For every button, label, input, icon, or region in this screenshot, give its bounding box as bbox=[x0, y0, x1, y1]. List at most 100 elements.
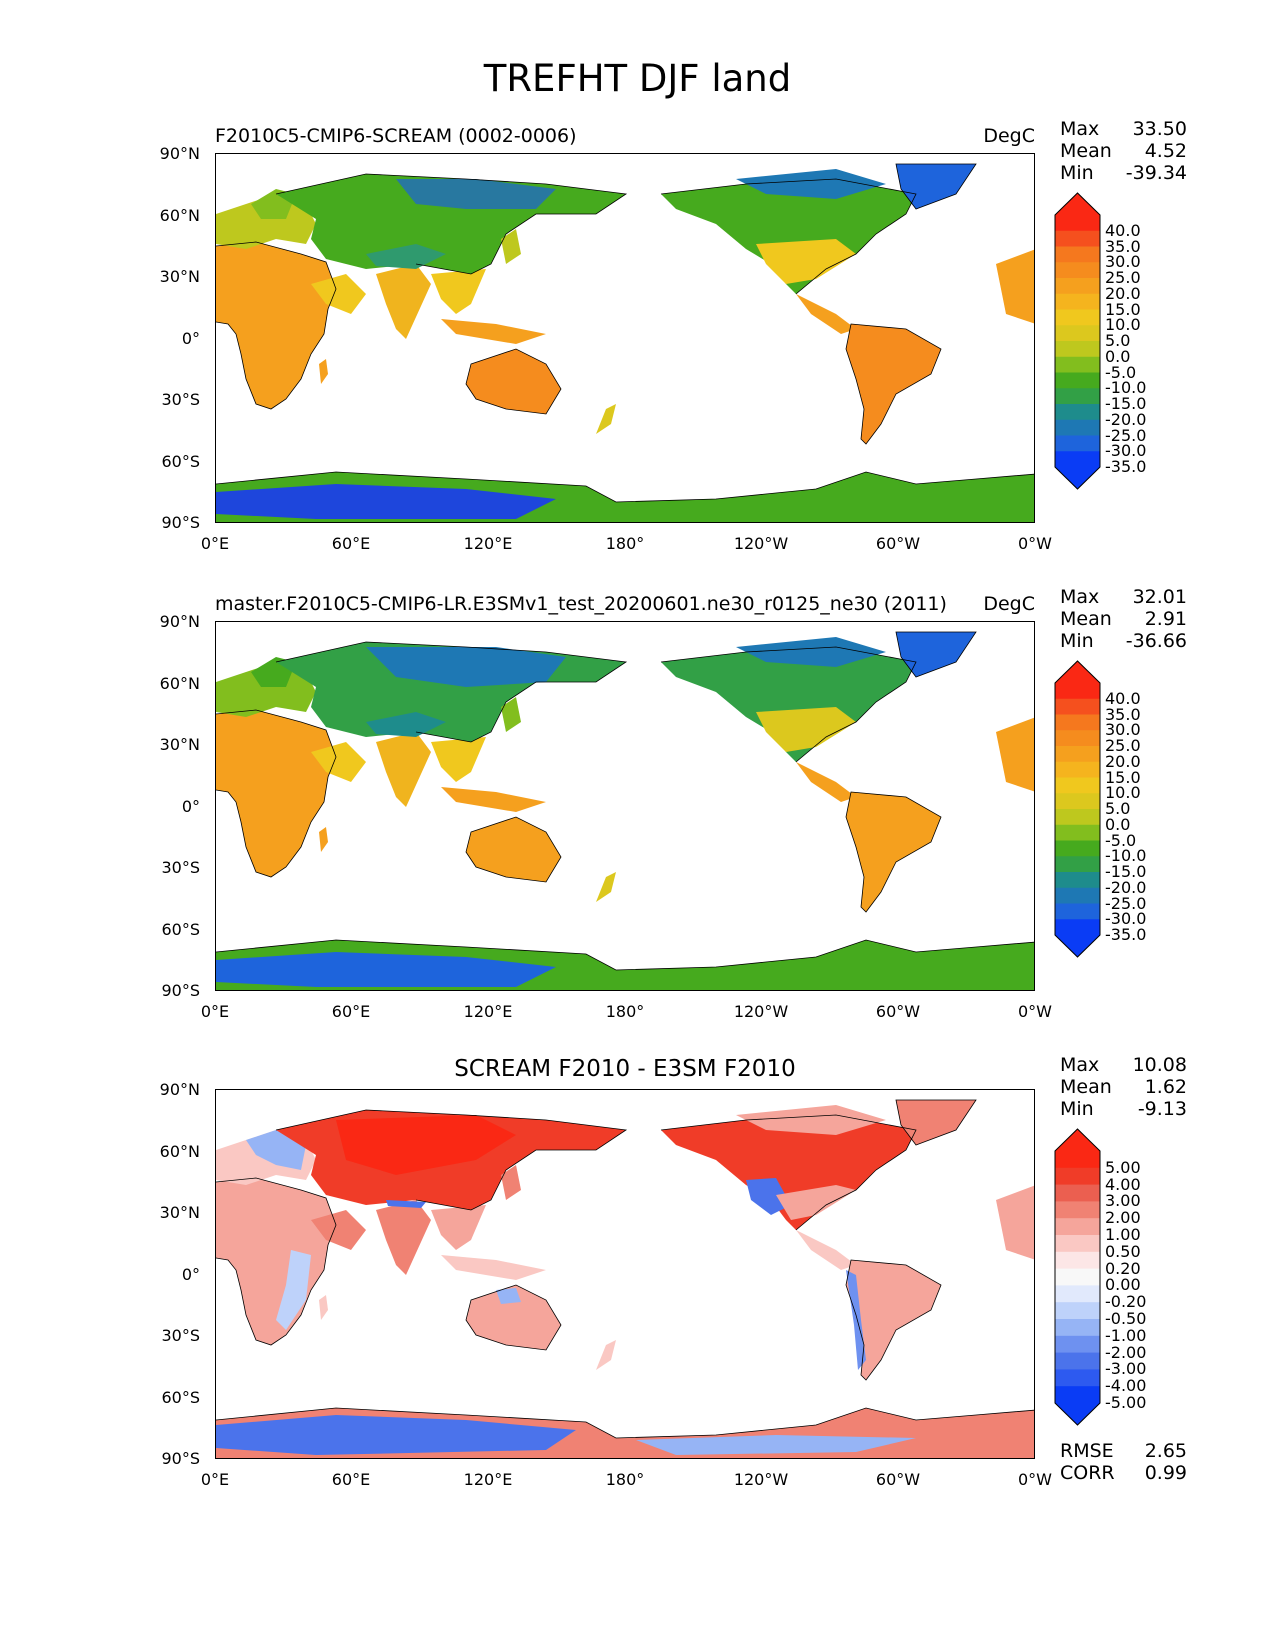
lon-tick: 0°W bbox=[1018, 1002, 1052, 1021]
colorbar-tick-label: 1.00 bbox=[1105, 1225, 1141, 1244]
colorbar-swatch bbox=[1055, 1218, 1100, 1236]
africa-land bbox=[216, 1178, 336, 1345]
siberia-cold bbox=[366, 647, 566, 687]
lat-tick: 90°N bbox=[159, 612, 200, 631]
lat-tick: 30°N bbox=[159, 267, 200, 286]
colorbar-extend-min bbox=[1055, 935, 1100, 957]
colorbar-tick-label: -35.0 bbox=[1105, 457, 1147, 476]
west-africa-edge bbox=[996, 717, 1034, 792]
colorbar-outline bbox=[1054, 660, 1101, 958]
stat-corr: CORR 0.99 bbox=[1060, 1462, 1187, 1484]
colorbar-tick-label: 35.0 bbox=[1105, 236, 1141, 256]
stat-mean: Mean 4.52 bbox=[1060, 140, 1187, 162]
colorbar-tick-label: 0.0 bbox=[1105, 346, 1131, 366]
colorbar-tick-label: -30.0 bbox=[1105, 909, 1147, 929]
lat-tick: 60°N bbox=[159, 674, 200, 693]
colorbar-swatch bbox=[1055, 372, 1100, 389]
lon-tick: 120°W bbox=[733, 534, 789, 553]
coastline-layer bbox=[216, 163, 1034, 503]
colorbar-swatch bbox=[1055, 1235, 1100, 1253]
colorbar-swatch bbox=[1055, 746, 1100, 763]
colorbar-extend-max bbox=[1055, 193, 1100, 215]
north-america-land bbox=[661, 179, 916, 294]
indonesia-land bbox=[441, 1255, 546, 1280]
arabia-land bbox=[311, 742, 366, 782]
stat-max: Max 33.50 bbox=[1060, 118, 1187, 140]
colorbar-extend-max bbox=[1055, 661, 1100, 683]
colorbar-swatch bbox=[1055, 435, 1100, 452]
india-land bbox=[376, 1200, 431, 1275]
colorbar-tick-label: 0.00 bbox=[1105, 1275, 1141, 1295]
europe-land bbox=[216, 194, 316, 249]
colorbar-tick-label: 0.20 bbox=[1105, 1258, 1141, 1278]
colorbar-swatch bbox=[1055, 1151, 1100, 1169]
lon-tick: 120°E bbox=[463, 1002, 513, 1021]
lon-tick: 0°E bbox=[200, 1470, 230, 1489]
greenland-land bbox=[896, 1100, 976, 1145]
madagascar-land bbox=[319, 827, 328, 852]
panel-3-extra-stats: RMSE 2.65 CORR 0.99 bbox=[1060, 1440, 1187, 1484]
panel-1-map bbox=[215, 153, 1035, 523]
lon-tick: 60°E bbox=[331, 1470, 371, 1489]
usa-south-land bbox=[756, 707, 856, 752]
north-america-land bbox=[661, 1115, 916, 1230]
stat-max: Max 10.08 bbox=[1060, 1054, 1187, 1076]
colorbar-swatch bbox=[1055, 1285, 1100, 1303]
panel-3-colorbar-ticks: 5.00 4.00 3.00 2.00 1.00 0.50 0.20 0.00 -0.20 -0.… bbox=[1105, 1129, 1185, 1425]
lon-tick: 60°E bbox=[331, 1002, 371, 1021]
panel-3-map bbox=[215, 1089, 1035, 1459]
colorbar-swatch bbox=[1055, 230, 1100, 248]
lat-tick: 0° bbox=[181, 797, 200, 816]
lat-tick: 0° bbox=[181, 329, 200, 348]
greenland-land bbox=[896, 632, 976, 677]
colorbar-tick-label: 30.0 bbox=[1105, 252, 1141, 272]
lat-tick: 30°N bbox=[159, 735, 200, 754]
colorbar-tick-label: 40.0 bbox=[1105, 688, 1141, 708]
colorbar-swatch bbox=[1055, 777, 1100, 794]
colorbar-swatch bbox=[1055, 1352, 1100, 1370]
indonesia-land bbox=[441, 787, 546, 812]
lon-tick: 0°E bbox=[200, 1002, 230, 1021]
antarctica-east-cool-patch bbox=[636, 1435, 916, 1455]
andes-cool-patch bbox=[846, 1270, 866, 1370]
colorbar-tick-label: -10.0 bbox=[1105, 378, 1147, 398]
colorbar-tick-label: -10.0 bbox=[1105, 846, 1147, 866]
antarctica-east-cold bbox=[216, 952, 556, 987]
colorbar-tick-label: -2.00 bbox=[1105, 1342, 1147, 1362]
colorbar-tick-label: 25.0 bbox=[1105, 736, 1141, 755]
lon-tick: 120°W bbox=[733, 1470, 789, 1489]
colorbar-tick-label: 20.0 bbox=[1105, 751, 1141, 771]
colorbar-extend-max bbox=[1055, 1129, 1100, 1151]
lat-tick: 60°S bbox=[161, 452, 200, 471]
panel-3-map-svg bbox=[216, 1099, 1034, 1458]
colorbar-tick-label: -20.0 bbox=[1105, 877, 1147, 897]
colorbar-swatch bbox=[1055, 1386, 1100, 1404]
lon-tick: 0°W bbox=[1018, 1470, 1052, 1489]
lon-tick: 180° bbox=[605, 534, 645, 553]
colorbar-swatch bbox=[1055, 388, 1100, 405]
colorbar-extend-min bbox=[1055, 467, 1100, 489]
arabia-land bbox=[311, 1210, 366, 1250]
colorbar-tick-label: 0.0 bbox=[1105, 814, 1131, 834]
lat-tick: 30°N bbox=[159, 1203, 200, 1222]
panel-3-stats: Max 10.08 Mean 1.62 Min -9.13 bbox=[1060, 1054, 1187, 1120]
colorbar-tick-label: 3.00 bbox=[1105, 1191, 1141, 1211]
colorbar-swatch bbox=[1055, 451, 1100, 468]
colorbar-swatch bbox=[1055, 1268, 1100, 1286]
stat-min: Min -9.13 bbox=[1060, 1098, 1187, 1120]
tibet-cool-patch bbox=[386, 1200, 426, 1208]
lon-tick: 180° bbox=[605, 1002, 645, 1021]
colorbar-swatch bbox=[1055, 683, 1100, 700]
tibet-cold bbox=[366, 244, 446, 269]
colorbar-swatch bbox=[1055, 872, 1100, 889]
panel-1-colorbar bbox=[1054, 192, 1101, 490]
land-layer bbox=[216, 632, 1034, 990]
asia-hot-core bbox=[336, 1115, 516, 1175]
colorbar-tick-label: 5.0 bbox=[1105, 331, 1131, 350]
lon-tick: 180° bbox=[605, 1470, 645, 1489]
colorbar-swatch bbox=[1055, 887, 1100, 905]
colorbar-swatch bbox=[1055, 761, 1100, 779]
land-layer bbox=[216, 1100, 1034, 1458]
colorbar-tick-label: -15.0 bbox=[1105, 862, 1147, 881]
coastline-layer bbox=[216, 1099, 1034, 1439]
